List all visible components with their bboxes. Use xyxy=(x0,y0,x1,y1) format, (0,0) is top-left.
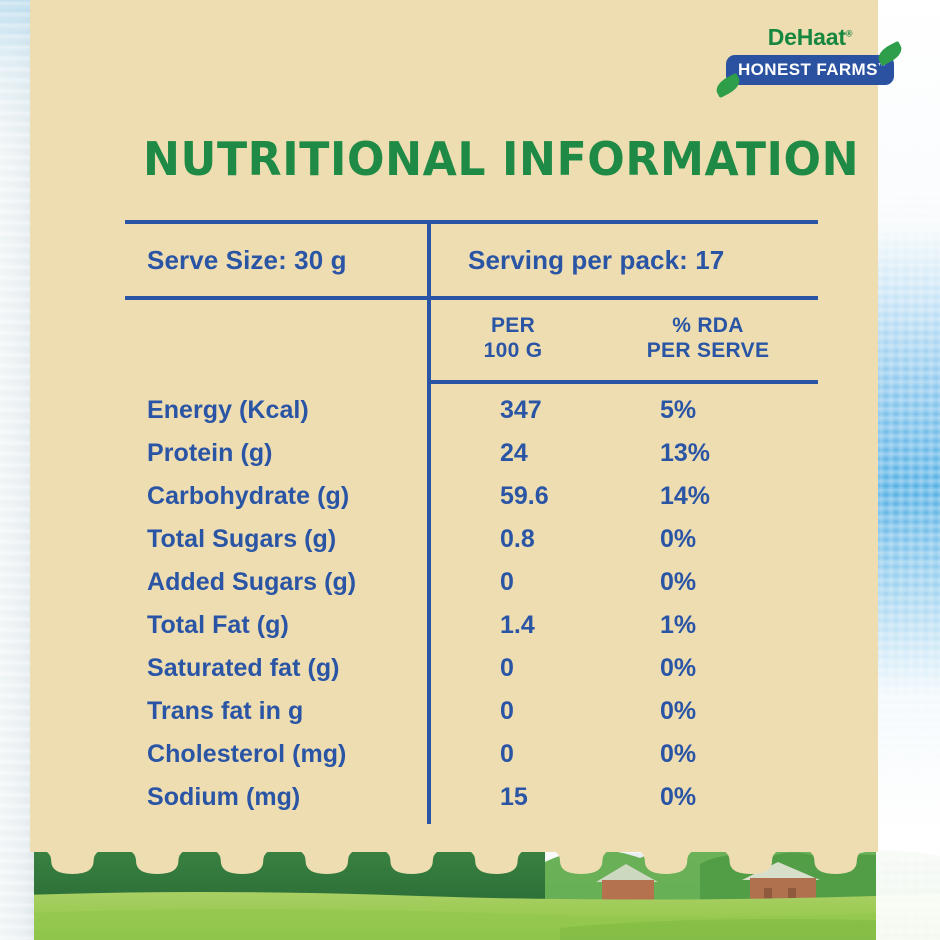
nutrient-name: Cholesterol (mg) xyxy=(147,740,347,768)
nutrition-rows: Energy (Kcal) 347 5% Protein (g) 24 13% Carboh… xyxy=(125,384,818,826)
nutrient-per-100g-value: 15 xyxy=(500,783,528,811)
nutrient-rda-value: 5% xyxy=(660,396,697,424)
column-header-nutrient xyxy=(125,300,428,380)
table-rule-top xyxy=(125,220,818,224)
nutrient-per-100g-value: 24 xyxy=(500,439,528,467)
nutrient-name: Total Sugars (g) xyxy=(147,525,337,553)
nutrient-per-100g-value: 1.4 xyxy=(500,611,535,639)
column-header-per-100g-line2: 100 G xyxy=(483,338,543,362)
nutrient-rda-value: 13% xyxy=(660,439,711,467)
registered-icon: ® xyxy=(845,28,853,39)
table-row: Total Fat (g) 1.4 1% xyxy=(125,611,818,654)
nutrient-per-100g-value: 347 xyxy=(500,396,542,424)
left-watercolor-border xyxy=(0,0,34,940)
nutrient-rda-value: 0% xyxy=(660,568,697,596)
table-row: Saturated fat (g) 0 0% xyxy=(125,654,818,697)
nutrient-name: Added Sugars (g) xyxy=(147,568,357,596)
nutrient-name: Protein (g) xyxy=(147,439,273,467)
page-title: NUTRITIONAL INFORMATION xyxy=(143,132,860,186)
brand-name: DeHaat® xyxy=(768,26,853,49)
table-rule-below-columns xyxy=(428,380,818,384)
table-row: Trans fat in g 0 0% xyxy=(125,697,818,740)
brand-logo: DeHaat® HONEST FARMS™ xyxy=(713,26,905,99)
nutrient-name: Carbohydrate (g) xyxy=(147,482,350,510)
table-row: Total Sugars (g) 0.8 0% xyxy=(125,525,818,568)
table-row: Sodium (mg) 15 0% xyxy=(125,783,818,826)
nutrient-name: Trans fat in g xyxy=(147,697,304,725)
nutrient-rda-value: 14% xyxy=(660,482,711,510)
serve-size-label: Serve Size: 30 g xyxy=(147,244,347,275)
right-watercolor-border xyxy=(876,0,940,940)
nutrient-rda-value: 0% xyxy=(660,525,697,553)
nutrient-name: Total Fat (g) xyxy=(147,611,289,639)
brand-name-text: DeHaat xyxy=(767,24,846,50)
nutrient-per-100g-value: 0 xyxy=(500,740,514,768)
table-row: Cholesterol (mg) 0 0% xyxy=(125,740,818,783)
nutrient-per-100g-value: 0 xyxy=(500,568,514,596)
nutrient-per-100g-value: 0 xyxy=(500,654,514,682)
content-panel xyxy=(30,0,878,852)
nutrient-name: Saturated fat (g) xyxy=(147,654,340,682)
column-header-row: PER 100 G % RDA PER SERVE xyxy=(125,300,818,380)
nutrient-name: Sodium (mg) xyxy=(147,783,301,811)
nutrient-per-100g-value: 0 xyxy=(500,697,514,725)
nutrient-rda-value: 0% xyxy=(660,740,697,768)
nutrient-rda-value: 0% xyxy=(660,654,697,682)
nutrient-per-100g-value: 0.8 xyxy=(500,525,535,553)
column-header-per-100g: PER 100 G xyxy=(428,300,598,380)
servings-per-pack-label: Serving per pack: 17 xyxy=(468,244,725,275)
nutrient-per-100g-value: 59.6 xyxy=(500,482,549,510)
table-rule-mid xyxy=(125,296,818,300)
column-header-rda-line2: PER SERVE xyxy=(646,338,770,362)
table-row: Added Sugars (g) 0 0% xyxy=(125,568,818,611)
column-header-rda: % RDA PER SERVE xyxy=(598,300,818,380)
nutrient-name: Energy (Kcal) xyxy=(147,396,309,424)
nutrient-rda-value: 1% xyxy=(660,611,697,639)
column-header-per-100g-line1: PER xyxy=(490,314,536,337)
column-header-rda-line1: % RDA xyxy=(672,314,744,337)
leaf-icon-top-right xyxy=(875,40,905,67)
table-vertical-divider xyxy=(427,220,431,824)
serving-header-row: Serve Size: 30 g Serving per pack: 17 xyxy=(125,224,818,296)
nutrition-table: Serve Size: 30 g Serving per pack: 17 PE… xyxy=(125,220,818,826)
brand-tagline-banner: HONEST FARMS™ xyxy=(713,40,905,99)
table-row: Energy (Kcal) 347 5% xyxy=(125,396,818,439)
nutrient-rda-value: 0% xyxy=(660,783,697,811)
table-row: Protein (g) 24 13% xyxy=(125,439,818,482)
nutrient-rda-value: 0% xyxy=(660,697,697,725)
table-row: Carbohydrate (g) 59.6 14% xyxy=(125,482,818,525)
brand-tagline-text: HONEST FARMS xyxy=(738,60,878,79)
